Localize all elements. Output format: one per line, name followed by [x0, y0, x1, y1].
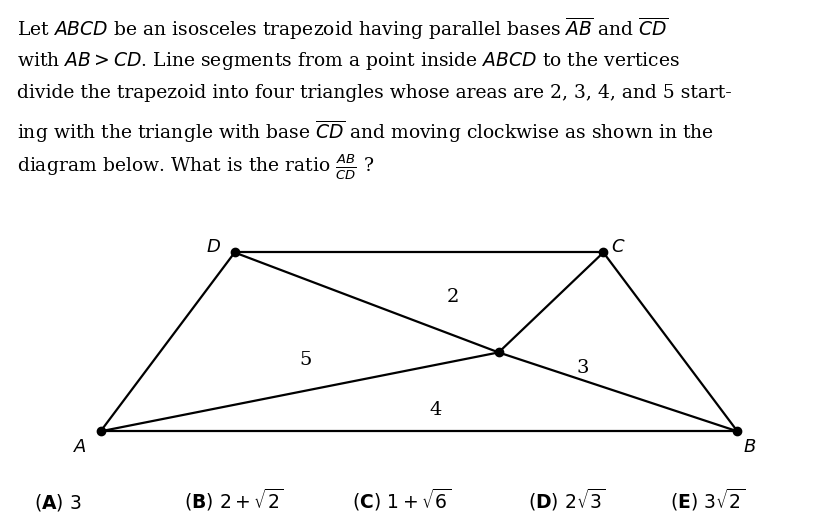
Text: $C$: $C$ — [611, 238, 626, 256]
Text: divide the trapezoid into four triangles whose areas are 2, 3, 4, and 5 start-: divide the trapezoid into four triangles… — [17, 84, 732, 102]
Text: $(\mathbf{C})\ 1+\sqrt{6}$: $(\mathbf{C})\ 1+\sqrt{6}$ — [352, 487, 451, 513]
Text: Let $\mathit{ABCD}$ be an isosceles trapezoid having parallel bases $\overline{A: Let $\mathit{ABCD}$ be an isosceles trap… — [17, 16, 668, 43]
Text: 4: 4 — [430, 401, 442, 419]
Text: $(\mathbf{E})\ 3\sqrt{2}$: $(\mathbf{E})\ 3\sqrt{2}$ — [670, 487, 746, 513]
Text: $A$: $A$ — [73, 438, 86, 456]
Text: diagram below. What is the ratio $\frac{AB}{CD}$ ?: diagram below. What is the ratio $\frac{… — [17, 153, 374, 182]
Text: $(\mathbf{A})\ 3$: $(\mathbf{A})\ 3$ — [34, 492, 81, 513]
Text: ing with the triangle with base $\overline{CD}$ and moving clockwise as shown in: ing with the triangle with base $\overli… — [17, 118, 714, 145]
Text: 2: 2 — [447, 288, 458, 306]
Text: 3: 3 — [577, 359, 588, 377]
Text: $(\mathbf{B})\ 2+\sqrt{2}$: $(\mathbf{B})\ 2+\sqrt{2}$ — [184, 487, 284, 513]
Text: $B$: $B$ — [743, 438, 757, 456]
Text: $D$: $D$ — [206, 238, 221, 256]
Text: 5: 5 — [300, 351, 312, 369]
Text: $(\mathbf{D})\ 2\sqrt{3}$: $(\mathbf{D})\ 2\sqrt{3}$ — [528, 487, 606, 513]
Text: with $AB > CD$. Line segments from a point inside $\mathit{ABCD}$ to the vertice: with $AB > CD$. Line segments from a poi… — [17, 50, 680, 72]
